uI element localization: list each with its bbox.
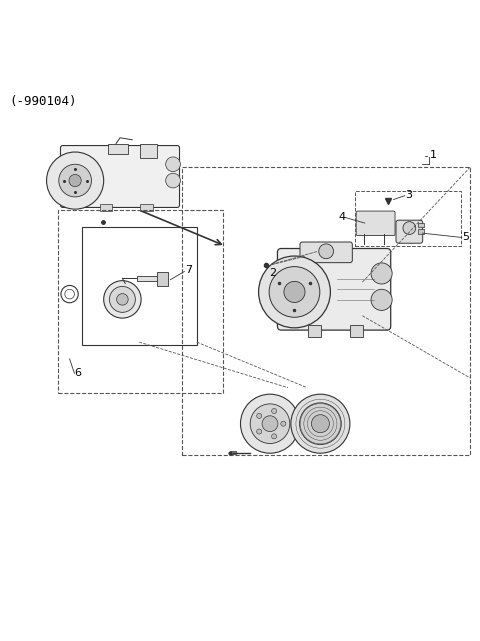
FancyBboxPatch shape (60, 146, 180, 208)
Circle shape (59, 164, 91, 197)
Circle shape (250, 404, 290, 444)
Circle shape (166, 173, 180, 188)
Bar (137, 276, 160, 281)
Bar (157, 272, 168, 287)
Circle shape (269, 267, 320, 317)
Bar (350, 325, 363, 337)
Circle shape (166, 157, 180, 172)
Circle shape (272, 434, 276, 439)
Circle shape (47, 152, 104, 209)
Circle shape (69, 174, 81, 187)
Circle shape (240, 394, 300, 453)
Text: 2: 2 (269, 269, 276, 278)
Circle shape (257, 413, 262, 419)
Bar (140, 204, 153, 211)
Circle shape (300, 403, 341, 445)
Circle shape (262, 416, 278, 431)
Circle shape (117, 294, 128, 305)
Text: 5: 5 (462, 233, 469, 242)
FancyBboxPatch shape (356, 211, 395, 235)
Bar (140, 144, 156, 158)
Circle shape (291, 394, 350, 453)
Bar (419, 222, 424, 227)
Circle shape (109, 287, 135, 312)
Circle shape (403, 222, 416, 235)
Text: 3: 3 (406, 190, 413, 200)
Circle shape (371, 263, 392, 284)
Circle shape (284, 281, 305, 303)
FancyBboxPatch shape (300, 242, 352, 263)
Circle shape (272, 408, 276, 413)
Circle shape (371, 289, 392, 310)
FancyBboxPatch shape (277, 249, 391, 330)
Circle shape (312, 415, 329, 433)
Text: (-990104): (-990104) (10, 95, 77, 108)
Bar (230, 451, 236, 454)
Text: 7: 7 (185, 265, 192, 275)
FancyBboxPatch shape (396, 220, 423, 243)
Text: 4: 4 (338, 212, 346, 222)
Circle shape (319, 244, 334, 259)
Text: 1: 1 (430, 150, 437, 160)
Circle shape (257, 429, 262, 434)
Circle shape (281, 421, 286, 426)
Text: 6: 6 (74, 369, 82, 378)
Bar (108, 144, 128, 154)
Bar (100, 204, 112, 211)
Bar (419, 229, 424, 233)
FancyArrowPatch shape (272, 256, 304, 265)
Circle shape (259, 256, 330, 328)
Circle shape (104, 281, 141, 318)
Bar (308, 325, 321, 337)
